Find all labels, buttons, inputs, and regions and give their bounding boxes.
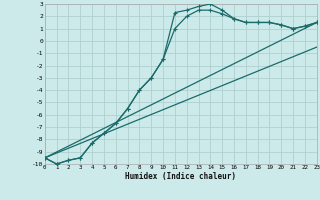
- X-axis label: Humidex (Indice chaleur): Humidex (Indice chaleur): [125, 172, 236, 181]
